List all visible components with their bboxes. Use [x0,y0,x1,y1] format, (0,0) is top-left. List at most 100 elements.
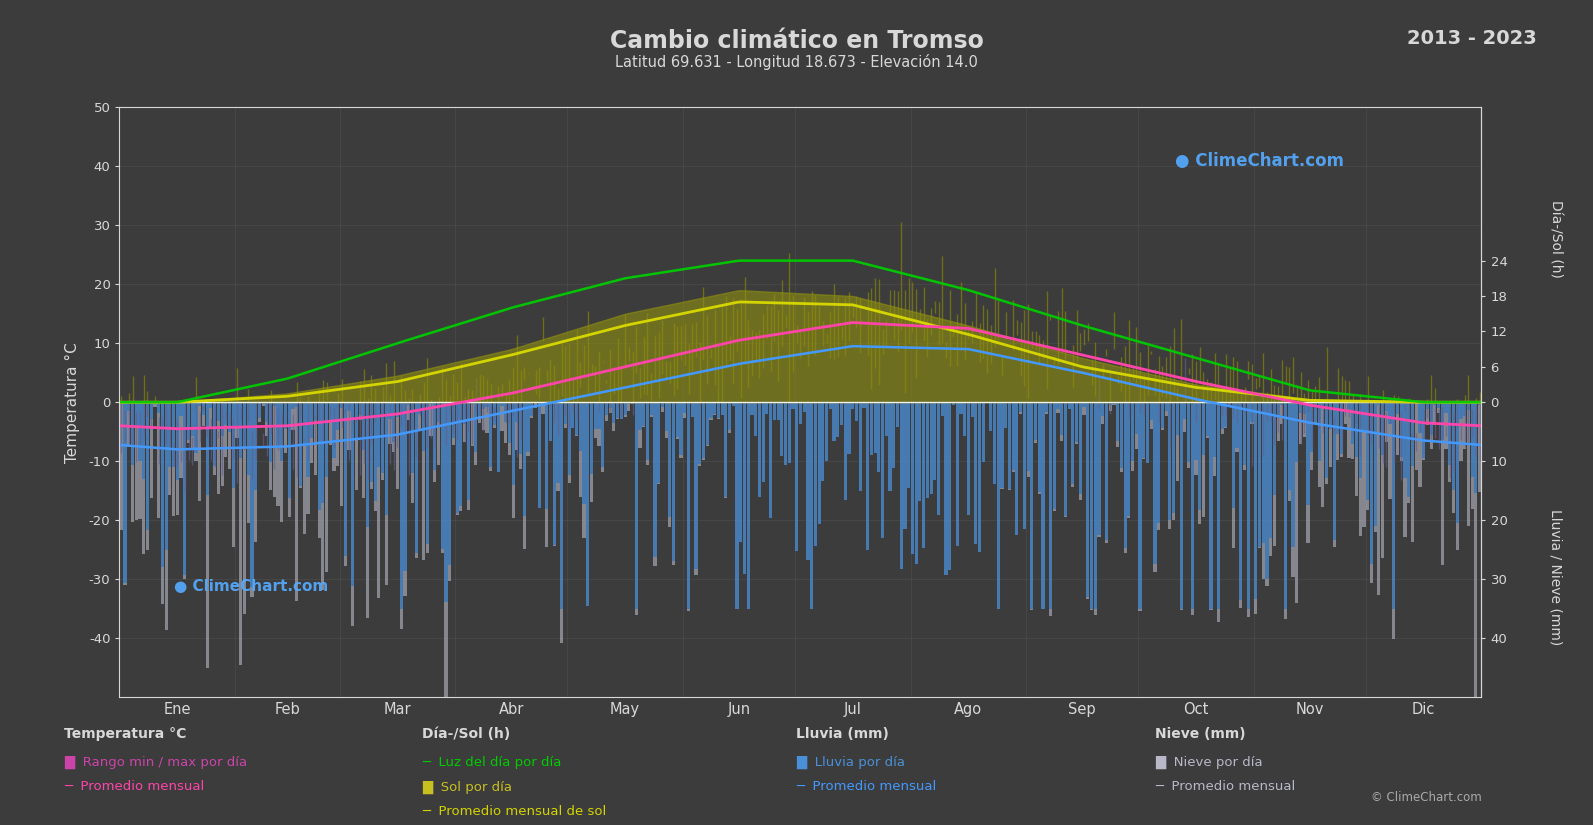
Bar [1287,403,1290,490]
Bar [1474,403,1477,493]
Bar [1053,403,1056,509]
Bar [1168,521,1171,529]
Bar [1031,609,1034,610]
Bar [717,403,720,417]
Bar [709,418,712,420]
Bar [175,479,178,515]
Bar [164,403,167,550]
Text: ─  Promedio mensual: ─ Promedio mensual [1155,780,1295,794]
Bar [1265,403,1268,579]
Bar [205,403,209,495]
Bar [1150,420,1153,429]
Bar [714,403,717,414]
Bar [397,403,400,417]
Bar [906,403,910,488]
Text: █  Rango min / max por día: █ Rango min / max por día [64,756,247,769]
Bar [1415,403,1418,469]
Bar [680,455,683,458]
Bar [1329,403,1332,429]
Bar [669,403,672,516]
Bar [333,458,336,471]
Bar [1407,497,1410,503]
Bar [1225,427,1228,428]
Bar [817,403,820,524]
Bar [941,403,945,417]
Bar [142,403,145,478]
Bar [1220,403,1223,429]
Bar [605,415,609,421]
Bar [1337,403,1340,434]
Bar [169,467,172,495]
Bar [594,428,597,438]
Bar [1056,403,1059,408]
Bar [761,403,765,483]
Bar [306,477,309,514]
Bar [534,403,537,408]
Text: © ClimeChart.com: © ClimeChart.com [1370,791,1481,804]
Bar [131,403,134,465]
Bar [1187,462,1190,468]
Bar [515,403,518,422]
Bar [344,403,347,556]
Bar [430,403,433,404]
Bar [653,403,656,558]
Bar [1351,403,1354,444]
Bar [500,403,503,406]
Bar [1459,419,1462,460]
Bar [1123,403,1126,548]
Bar [486,407,489,433]
Bar [589,403,593,474]
Bar [366,527,370,618]
Bar [150,419,153,497]
Bar [1231,403,1235,508]
Bar [303,403,306,446]
Bar [378,467,381,598]
Bar [464,403,467,423]
Bar [225,426,228,457]
Bar [272,406,276,497]
Bar [1467,410,1470,526]
Bar [747,403,750,609]
Bar [277,403,280,447]
Bar [937,403,940,516]
Bar [1367,403,1370,500]
Bar [597,403,601,429]
Bar [1198,510,1201,524]
Text: Día-/Sol (h): Día-/Sol (h) [1548,200,1563,278]
Bar [1015,403,1018,535]
Bar [1243,403,1246,465]
Bar [478,417,481,423]
Bar [150,403,153,419]
Bar [609,403,612,408]
Bar [929,403,932,494]
Bar [672,403,675,561]
Bar [1225,403,1228,427]
Bar [567,475,570,483]
Bar [1321,403,1324,408]
Bar [242,403,245,446]
Bar [769,403,773,517]
Bar [717,417,720,418]
Bar [1373,526,1376,532]
Bar [430,404,433,436]
Bar [381,403,384,473]
Bar [202,415,205,427]
Text: ● ClimeChart.com: ● ClimeChart.com [1176,153,1344,170]
Bar [231,488,234,547]
Bar [811,403,814,609]
Bar [918,403,921,501]
Bar [1176,403,1179,436]
Bar [620,403,623,419]
Bar [1064,403,1067,516]
Bar [1348,408,1351,458]
Bar [358,415,362,420]
Bar [698,403,701,464]
Bar [914,403,918,563]
Bar [900,403,903,569]
Bar [1139,609,1142,610]
Bar [1157,523,1160,530]
Bar [191,436,194,450]
Bar [228,432,231,469]
Bar [1325,478,1329,484]
Bar [497,403,500,472]
